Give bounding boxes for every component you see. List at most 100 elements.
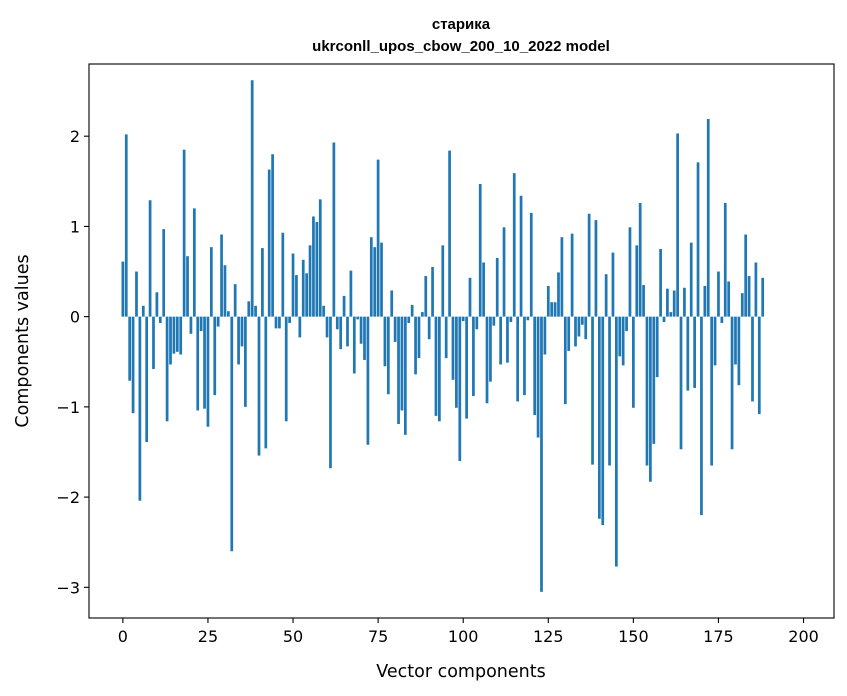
bar <box>652 316 656 444</box>
bar <box>676 133 679 317</box>
bar <box>482 262 485 317</box>
x-axis-label: Vector components <box>376 662 545 682</box>
bar <box>666 288 669 317</box>
bar <box>536 316 540 438</box>
bar <box>495 257 499 317</box>
bar <box>346 316 349 347</box>
bar <box>335 316 339 330</box>
bar <box>155 292 159 317</box>
bar <box>278 316 281 329</box>
bar <box>264 316 268 449</box>
bar <box>628 227 632 317</box>
x-tick-label: 0 <box>118 627 128 646</box>
bar <box>230 316 234 552</box>
bar <box>244 316 247 407</box>
bar <box>237 316 240 365</box>
bar <box>431 267 434 317</box>
bar <box>403 316 407 435</box>
bar <box>499 316 503 365</box>
bar <box>400 316 404 411</box>
bar <box>506 316 509 363</box>
bar <box>352 316 356 374</box>
bar <box>669 312 673 317</box>
bar <box>152 316 155 369</box>
bar <box>472 316 475 397</box>
bar <box>540 316 543 592</box>
bar <box>165 316 169 422</box>
bars-group <box>121 80 765 592</box>
bar <box>281 232 285 317</box>
bar <box>349 270 353 317</box>
bar <box>380 242 383 317</box>
bar <box>468 277 472 317</box>
bar <box>247 301 251 317</box>
bar <box>601 316 605 526</box>
bar <box>325 316 329 338</box>
bar <box>291 253 295 317</box>
bar <box>584 316 588 340</box>
bar <box>206 316 210 427</box>
bar <box>332 142 336 317</box>
bar <box>608 316 611 466</box>
bar <box>138 316 142 501</box>
bar <box>196 316 200 411</box>
bar <box>512 173 516 317</box>
bar <box>356 316 360 320</box>
bar <box>740 293 744 317</box>
bar <box>308 245 312 317</box>
bar <box>318 199 322 317</box>
bar <box>390 290 394 317</box>
bar <box>315 221 319 317</box>
bar <box>597 316 601 519</box>
bar <box>730 316 734 450</box>
bar <box>124 134 128 317</box>
bar <box>186 256 189 317</box>
bar <box>414 316 417 375</box>
x-tick-label: 150 <box>618 627 649 646</box>
bar <box>148 200 152 317</box>
x-tick-label: 75 <box>368 627 388 646</box>
x-axis-ticks: 0 25 50 75 100 125 150 175 200 <box>118 618 819 646</box>
bar <box>373 247 377 317</box>
bar <box>175 316 179 352</box>
bar <box>679 316 683 450</box>
bar <box>305 273 309 317</box>
bar <box>703 285 707 317</box>
bar <box>604 274 608 317</box>
bar <box>489 316 492 382</box>
x-tick-label: 200 <box>788 627 819 646</box>
bar <box>233 284 237 317</box>
bar <box>141 305 145 317</box>
bar <box>128 316 132 381</box>
bar <box>359 316 363 344</box>
chart-subtitle: ukrconll_upos_cbow_200_10_2022 model <box>312 38 610 55</box>
bar <box>220 234 223 317</box>
bar <box>645 316 649 466</box>
bar <box>523 316 526 396</box>
bar <box>427 316 431 340</box>
bar <box>254 305 257 317</box>
bar <box>751 316 754 402</box>
bar <box>526 316 530 321</box>
bar <box>386 316 390 395</box>
bar <box>209 247 213 317</box>
bar <box>383 316 387 367</box>
bar <box>710 316 714 466</box>
bar <box>397 316 400 425</box>
bar <box>574 316 577 347</box>
y-axis-label: Components values <box>13 254 33 427</box>
bar <box>706 119 710 317</box>
bar <box>635 245 639 317</box>
bar <box>250 80 254 317</box>
bar <box>417 316 421 359</box>
bar <box>295 275 298 317</box>
bar <box>434 316 438 416</box>
bar <box>369 237 373 317</box>
bar <box>461 316 465 322</box>
bar <box>444 316 448 359</box>
bar <box>169 316 172 365</box>
bar <box>376 159 380 317</box>
bar <box>312 216 315 317</box>
bar <box>713 316 717 366</box>
